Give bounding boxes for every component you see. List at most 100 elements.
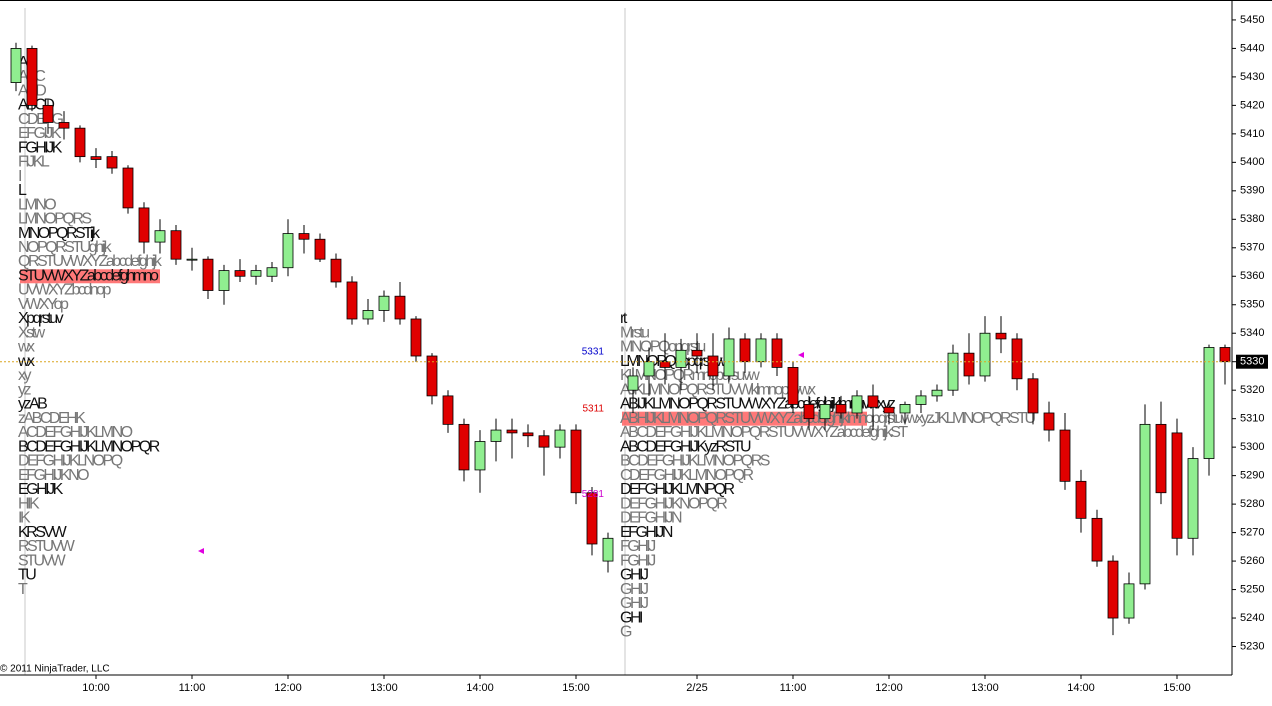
x-tick-label: 2/25 bbox=[686, 682, 707, 694]
candle-body bbox=[1155, 423, 1167, 494]
profile-row: NOPQRSTUghijk bbox=[18, 239, 113, 256]
candle-body bbox=[1075, 480, 1087, 519]
candle-body bbox=[947, 352, 959, 391]
profile-row: FGHIJ bbox=[620, 552, 655, 569]
candle-body bbox=[771, 338, 783, 368]
profile-row: DEFGHIJKLMNPQR bbox=[620, 481, 735, 498]
candle-body bbox=[362, 310, 374, 320]
candle-body bbox=[1091, 517, 1103, 562]
x-tick-label: 15:00 bbox=[1163, 682, 1191, 694]
candle-body bbox=[330, 258, 342, 283]
candle-body bbox=[803, 404, 815, 420]
candle-body bbox=[90, 156, 102, 160]
x-tick-label: 13:00 bbox=[370, 682, 398, 694]
candle-body bbox=[490, 429, 502, 442]
candle-body bbox=[74, 127, 86, 158]
x-tick-label: 14:00 bbox=[466, 682, 494, 694]
profile-row: EFGHIJN bbox=[620, 524, 673, 541]
profile-row: ABCDEFGHIJKyzRSTU bbox=[620, 438, 751, 455]
candle-body bbox=[234, 270, 246, 277]
candle-body bbox=[122, 167, 134, 209]
y-tick-label: 5320 bbox=[1240, 384, 1264, 396]
profile-row: FGHIJ bbox=[620, 538, 655, 555]
profile-row: zABCDEHK bbox=[18, 410, 86, 427]
profile-row: wx bbox=[17, 353, 35, 370]
y-tick-label: 5440 bbox=[1240, 42, 1264, 54]
profile-row: STUVW bbox=[18, 552, 67, 569]
candle-body bbox=[586, 492, 598, 545]
candle-body bbox=[570, 429, 582, 494]
candle-body bbox=[1123, 583, 1135, 619]
candle-body bbox=[474, 441, 486, 471]
candle-body bbox=[394, 295, 406, 320]
candles bbox=[10, 42, 1231, 636]
candle-body bbox=[915, 395, 927, 405]
candle-body bbox=[851, 395, 863, 414]
candle-body bbox=[154, 230, 166, 243]
market-profiles: ABABCACDABCDCDEFGEFGIJKFGHIJKFIJKLILLMNO… bbox=[17, 54, 1038, 641]
profile-row: DEFGHIJN bbox=[620, 510, 682, 527]
candle-body bbox=[995, 332, 1007, 340]
candle-body bbox=[554, 429, 566, 448]
profile-row: ABCDEFGHIJKLMNOPQRSTUVWXYZabcdefghijkST bbox=[620, 424, 908, 441]
candle-body bbox=[1011, 338, 1023, 380]
candle-body bbox=[819, 404, 831, 420]
y-tick-label: 5390 bbox=[1240, 185, 1264, 197]
candle-body bbox=[538, 435, 550, 448]
profile-row: LMNOPQRS bbox=[18, 211, 91, 228]
candle-body bbox=[1203, 347, 1215, 459]
candle-body bbox=[186, 258, 198, 261]
candle-body bbox=[707, 355, 719, 377]
profile-row: VWXYop bbox=[18, 296, 69, 313]
y-tick-label: 5410 bbox=[1240, 128, 1264, 140]
profile-row: EFGHIJKNO bbox=[18, 467, 89, 484]
candle-body bbox=[58, 122, 70, 129]
candle-body bbox=[170, 230, 182, 260]
x-tick-label: 14:00 bbox=[1067, 682, 1095, 694]
x-tick-label: 11:00 bbox=[179, 682, 206, 694]
profile-row: AJKLMNOPQRSTUVWklmnopuvwx bbox=[620, 381, 816, 398]
y-tick-label: 5250 bbox=[1240, 583, 1264, 595]
profile-row: GHI bbox=[620, 609, 642, 626]
profile-row: TU bbox=[18, 567, 36, 584]
y-tick-label: 5340 bbox=[1240, 327, 1264, 339]
candle-body bbox=[1027, 378, 1039, 414]
y-tick-label: 5230 bbox=[1240, 640, 1264, 652]
candle-body bbox=[1059, 429, 1071, 482]
candle-body bbox=[899, 404, 911, 414]
marker-arrow bbox=[198, 548, 204, 554]
poc-highlight bbox=[20, 269, 160, 284]
y-tick-label: 5420 bbox=[1240, 99, 1264, 111]
candle-body bbox=[739, 338, 751, 363]
profile-row: UVWXYZbcdnop bbox=[18, 282, 112, 299]
y-tick-label: 5270 bbox=[1240, 527, 1264, 539]
last-price-label: 5330 bbox=[1240, 356, 1264, 368]
candle-body bbox=[627, 375, 639, 391]
profile-row: Xstw bbox=[18, 324, 46, 341]
x-tick-label: 15:00 bbox=[562, 682, 590, 694]
profile-row: yzAB bbox=[18, 396, 47, 413]
profile-row: MNOPQRSTijk bbox=[18, 225, 101, 242]
profile-row: STUVWXYZabcdefghmno bbox=[18, 267, 159, 284]
candle-body bbox=[10, 48, 22, 83]
profile-row: wx bbox=[17, 339, 35, 356]
candle-body bbox=[675, 349, 687, 368]
candle-body bbox=[314, 238, 326, 260]
profile-row: CDEFG bbox=[18, 111, 64, 128]
profile-row: BCDEFGHIJKLMNOPQR bbox=[18, 438, 160, 455]
y-tick-label: 5260 bbox=[1240, 555, 1264, 567]
profile-row: GHIJ bbox=[620, 567, 648, 584]
y-tick-label: 5350 bbox=[1240, 299, 1264, 311]
candle-body bbox=[42, 104, 54, 123]
plot-area bbox=[0, 0, 1232, 675]
profile-row: EFGIJK bbox=[18, 125, 62, 142]
profile-row: FIJKL bbox=[18, 154, 50, 171]
y-tick-label: 5450 bbox=[1240, 14, 1264, 26]
candle-body bbox=[979, 332, 991, 377]
candle-body bbox=[522, 432, 534, 437]
candle-body bbox=[1219, 347, 1231, 363]
profile-row: EGHIJK bbox=[18, 481, 64, 498]
profile-row: GHIJ bbox=[620, 581, 648, 598]
candle-body bbox=[659, 361, 671, 368]
